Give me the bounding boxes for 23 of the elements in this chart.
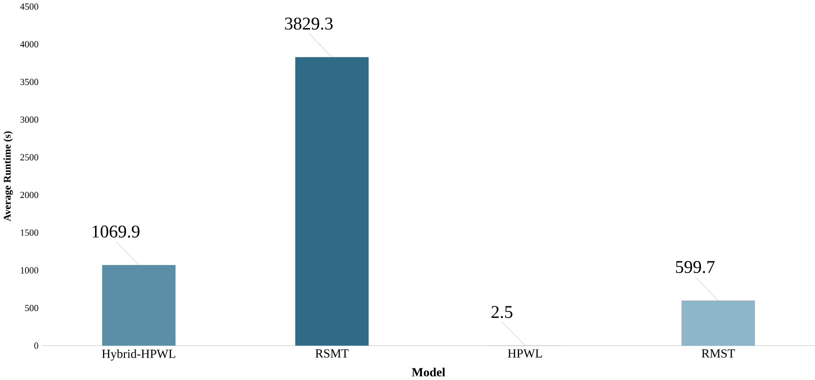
y-tick-label: 2500 [20,154,38,160]
data-label: 2.5 [492,306,512,318]
bar [682,300,755,346]
data-label: 3829.3 [285,18,333,30]
y-tick-label: 1000 [20,267,38,274]
y-tick-label: 1500 [20,230,38,236]
bar [295,57,369,346]
y-tick-label: 2000 [20,192,38,198]
y-tick-label: 3500 [20,78,38,86]
y-tick-label: 4500 [20,3,38,10]
y-axis-title: Average Runtime (s) [3,131,13,222]
y-tick-label: 500 [25,304,38,312]
data-label: 599.7 [676,261,715,274]
y-tick-label: 3000 [20,116,38,123]
x-tick-label: Hybrid-HPWL [102,349,176,361]
x-tick-label: HPWL [508,349,542,358]
y-tick-label: 0 [34,342,38,349]
x-tick-label: RSMT [315,349,349,358]
x-axis-title: Model [412,368,446,376]
bar [102,265,176,346]
y-tick-label: 4000 [20,41,38,48]
x-tick-label: RMST [702,349,735,358]
data-label: 1069.9 [92,226,140,238]
